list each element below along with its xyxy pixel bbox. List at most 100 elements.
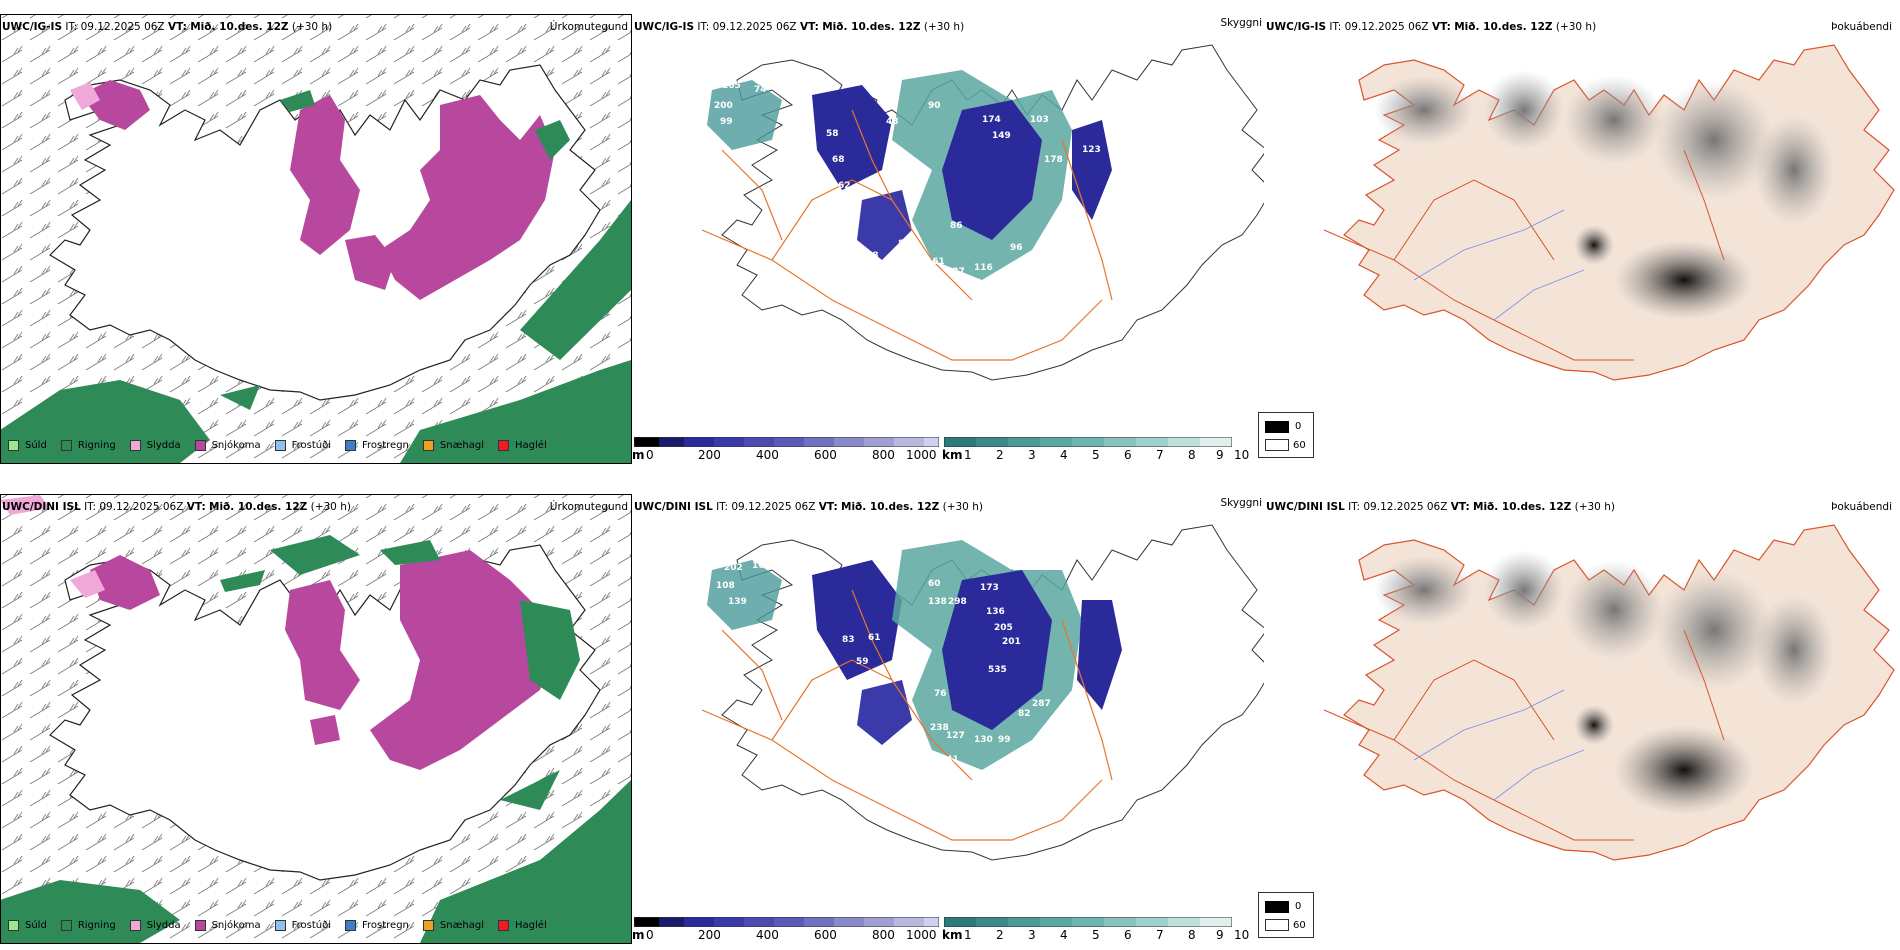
visibility-tick: 3 — [1028, 448, 1036, 462]
ceiling-tick: 800 — [872, 928, 895, 942]
legend-item: Slydda — [129, 920, 181, 931]
visibility-tick: 8 — [1188, 928, 1196, 942]
legend-item: Súld — [8, 440, 47, 451]
legend-item: Rigning — [60, 920, 116, 931]
sleet-area — [70, 82, 100, 110]
legend-item: Rigning — [60, 440, 116, 451]
legend-item: Frostúði — [274, 920, 331, 931]
precip-title: Úrkomutegund — [549, 501, 628, 513]
precip-frame — [0, 14, 632, 464]
visibility-panel-2: 202 161 79 108 139 61 83 59 60 138 298 1… — [632, 480, 1264, 950]
legend-swatch — [60, 440, 72, 451]
visibility-values: 165 74 200 99 58 68 62 48 90 174 149 103… — [714, 81, 1101, 279]
legend-swatch — [129, 920, 141, 931]
vis-value: 116 — [974, 263, 993, 273]
river-network — [1413, 689, 1585, 801]
legend-item: Haglél — [498, 920, 547, 931]
rain-area — [535, 120, 570, 160]
visibility-tick: 6 — [1124, 448, 1132, 462]
ceiling-tick: 200 — [698, 448, 721, 462]
visibility-tick: 6 — [1124, 928, 1132, 942]
fog-label-white: 60 — [1293, 440, 1306, 451]
visibility-tick: 9 — [1216, 928, 1224, 942]
visibility-tick: 2 — [996, 448, 1004, 462]
legend-swatch — [274, 920, 286, 931]
legend-swatch — [129, 440, 141, 451]
rain-area — [280, 90, 315, 112]
ceiling-tick: 600 — [814, 928, 837, 942]
visibility-tick: 3 — [1028, 928, 1036, 942]
visibility-tick: 4 — [1060, 928, 1068, 942]
cloud-area — [1072, 120, 1112, 220]
road-network — [1323, 149, 1725, 361]
precip-title: Úrkomutegund — [549, 21, 628, 33]
vis-value: 205 — [994, 623, 1013, 633]
ceiling-tick: 1000 — [906, 448, 937, 462]
ceiling-tick: 400 — [756, 928, 779, 942]
legend-swatch — [60, 920, 72, 931]
legend-item: Frostúði — [274, 440, 331, 451]
precip-map — [1, 15, 631, 463]
ceiling-tick: 400 — [756, 448, 779, 462]
rain-area — [220, 385, 260, 410]
rain-area — [400, 360, 631, 463]
fog-legend: 0 60 — [1258, 412, 1314, 458]
rain-area — [1, 380, 210, 463]
legend-swatch — [8, 440, 19, 451]
sleet-area — [1, 495, 50, 515]
cloud-area — [707, 80, 782, 150]
ceiling-colorbar — [634, 437, 939, 447]
fog-legend: 0 60 — [1258, 892, 1314, 938]
fog-swatch-white — [1265, 919, 1289, 931]
ceiling-tick: 0 — [646, 448, 654, 462]
visibility-tick: 1 — [964, 928, 972, 942]
visibility-tick: 9 — [1216, 448, 1224, 462]
visibility-tick: 5 — [1092, 928, 1100, 942]
visibility-colorbar — [944, 917, 1232, 927]
snow-area — [80, 80, 150, 130]
snow-area — [90, 555, 160, 610]
rain-area — [220, 570, 265, 592]
sleet-area — [70, 570, 105, 598]
legend-item: Snjókoma — [194, 440, 261, 451]
vis-value: 103 — [1030, 115, 1049, 125]
vis-value: 111 — [1050, 265, 1069, 275]
fog-panel-2: UWC/DINI ISL IT: 09.12.2025 06Z VT: Mið.… — [1258, 480, 1900, 950]
precip-legend: Súld Rigning Slydda Snjókoma Frostúði Fr… — [8, 920, 561, 931]
legend-item: Frostregn — [345, 440, 409, 451]
vis-value: 88 — [898, 239, 911, 249]
ceiling-unit: m — [632, 448, 645, 462]
vis-value: 79 — [778, 565, 791, 575]
vis-value: 58 — [826, 129, 839, 139]
snow-area — [285, 580, 360, 710]
legend-item: Snæhagl — [422, 920, 484, 931]
rain-area — [380, 540, 440, 565]
ceiling-colorbar — [634, 917, 939, 927]
vis-value: 60 — [928, 579, 941, 589]
ceiling-tick: 1000 — [906, 928, 937, 942]
cloud-area — [857, 190, 912, 260]
legend-swatch — [498, 920, 510, 931]
cloud-area — [812, 560, 902, 680]
visibility-tick: 8 — [1188, 448, 1196, 462]
vis-value: 155 — [908, 735, 927, 745]
vis-value: 137 — [946, 267, 965, 277]
vis-value: 161 — [926, 257, 945, 267]
panel-title: UWC/IG-IS IT: 09.12.2025 06Z VT: Mið. 10… — [634, 21, 965, 33]
visibility-tick: 2 — [996, 928, 1004, 942]
cloud-title: Skyggni — [1220, 497, 1263, 509]
visibility-tick: 1 — [964, 448, 972, 462]
vis-value: 535 — [988, 665, 1007, 675]
panel-title: UWC/DINI ISL IT: 09.12.2025 06Z VT: Mið.… — [2, 501, 351, 513]
vis-value: 173 — [980, 583, 999, 593]
rain-area — [420, 780, 631, 943]
fog-swatch-white — [1265, 439, 1289, 451]
vis-value: 99 — [720, 117, 733, 127]
legend-swatch — [422, 920, 434, 931]
cloud-area — [812, 85, 892, 190]
snow-area — [345, 235, 395, 290]
ceiling-tick: 200 — [698, 928, 721, 942]
ceiling-tick: 0 — [646, 928, 654, 942]
legend-swatch — [194, 440, 206, 451]
snow-area — [310, 715, 340, 745]
